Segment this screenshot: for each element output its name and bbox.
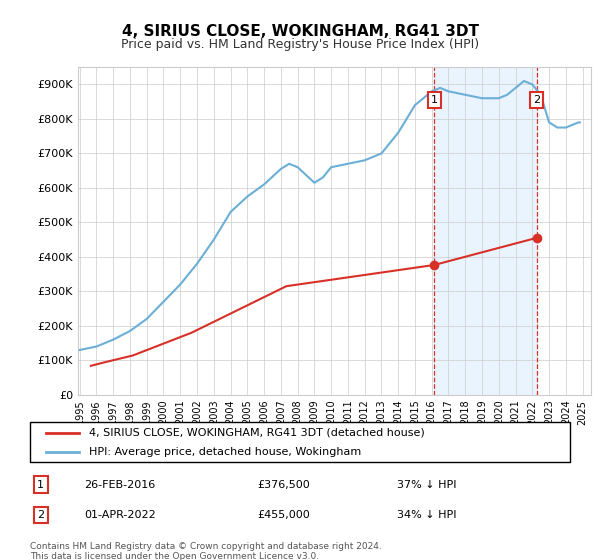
Text: 34% ↓ HPI: 34% ↓ HPI	[397, 510, 457, 520]
FancyBboxPatch shape	[30, 422, 570, 462]
Text: 4, SIRIUS CLOSE, WOKINGHAM, RG41 3DT (detached house): 4, SIRIUS CLOSE, WOKINGHAM, RG41 3DT (de…	[89, 428, 425, 438]
Bar	[434, 67, 536, 395]
Text: 2: 2	[37, 510, 44, 520]
Text: 26-FEB-2016: 26-FEB-2016	[84, 479, 155, 489]
Text: 1: 1	[431, 95, 438, 105]
Text: Price paid vs. HM Land Registry's House Price Index (HPI): Price paid vs. HM Land Registry's House …	[121, 38, 479, 51]
Text: HPI: Average price, detached house, Wokingham: HPI: Average price, detached house, Woki…	[89, 447, 362, 457]
Text: Contains HM Land Registry data © Crown copyright and database right 2024.
This d: Contains HM Land Registry data © Crown c…	[30, 542, 382, 560]
Text: 01-APR-2022: 01-APR-2022	[84, 510, 156, 520]
Text: £455,000: £455,000	[257, 510, 310, 520]
Text: 2: 2	[533, 95, 540, 105]
Text: 4, SIRIUS CLOSE, WOKINGHAM, RG41 3DT: 4, SIRIUS CLOSE, WOKINGHAM, RG41 3DT	[121, 24, 479, 39]
Text: 37% ↓ HPI: 37% ↓ HPI	[397, 479, 457, 489]
Text: £376,500: £376,500	[257, 479, 310, 489]
Text: 1: 1	[37, 479, 44, 489]
